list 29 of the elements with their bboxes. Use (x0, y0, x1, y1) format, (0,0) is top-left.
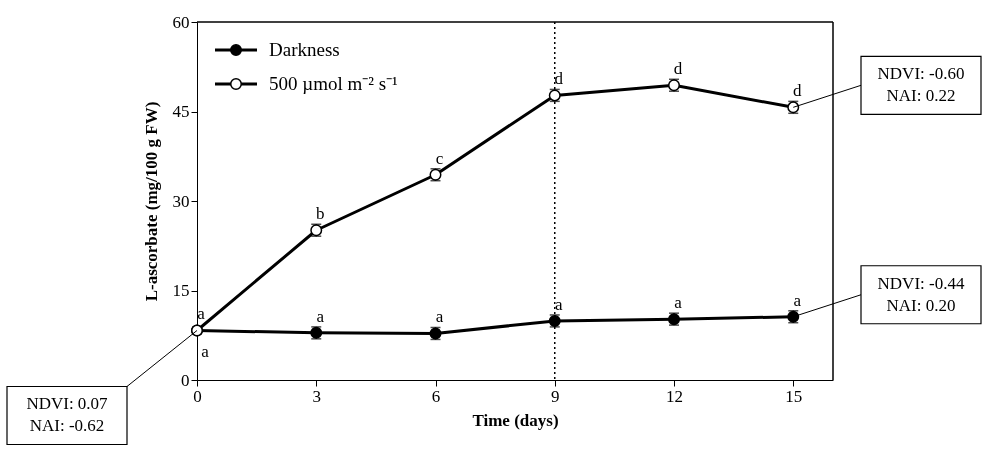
annotation: a (793, 290, 802, 310)
annotation: a (316, 306, 325, 326)
annotation: NDVI: 0.07 NAI: -0.62 (26, 394, 109, 436)
legend-label: 500 µmol m⁻² s⁻¹ (269, 73, 399, 94)
annotation: a (435, 307, 444, 327)
x-tick-label: 15 (785, 386, 803, 406)
x-tick-label: 9 (551, 386, 560, 406)
x-tick-label: 3 (312, 386, 321, 406)
annotation: d (673, 59, 683, 79)
annotation: d (554, 69, 564, 89)
annotation: b (316, 204, 325, 224)
x-tick-label: 12 (666, 386, 683, 406)
annotation: a (674, 293, 683, 313)
annotation: a (554, 294, 563, 314)
legend-label: Darkness (269, 39, 340, 60)
annotation: a (201, 342, 210, 362)
annotation: a (197, 304, 206, 324)
y-tick-label: 15 (172, 281, 190, 300)
x-tick-label: 6 (431, 386, 441, 406)
y-tick-label: 60 (172, 12, 190, 32)
y-axis-title: L-ascorbate (mg/100 g FW) (141, 101, 161, 302)
y-tick-label: 0 (181, 370, 190, 390)
annotation: d (793, 81, 802, 101)
x-axis-title: Time (days) (472, 410, 559, 430)
annotation: c (435, 148, 444, 168)
y-tick-label: 30 (172, 191, 190, 211)
annotation: NDVI: -0.60 NAI: 0.22 (877, 64, 965, 106)
annotation: NDVI: -0.44 NAI: 0.20 (877, 273, 965, 315)
y-tick-label: 45 (172, 102, 190, 121)
